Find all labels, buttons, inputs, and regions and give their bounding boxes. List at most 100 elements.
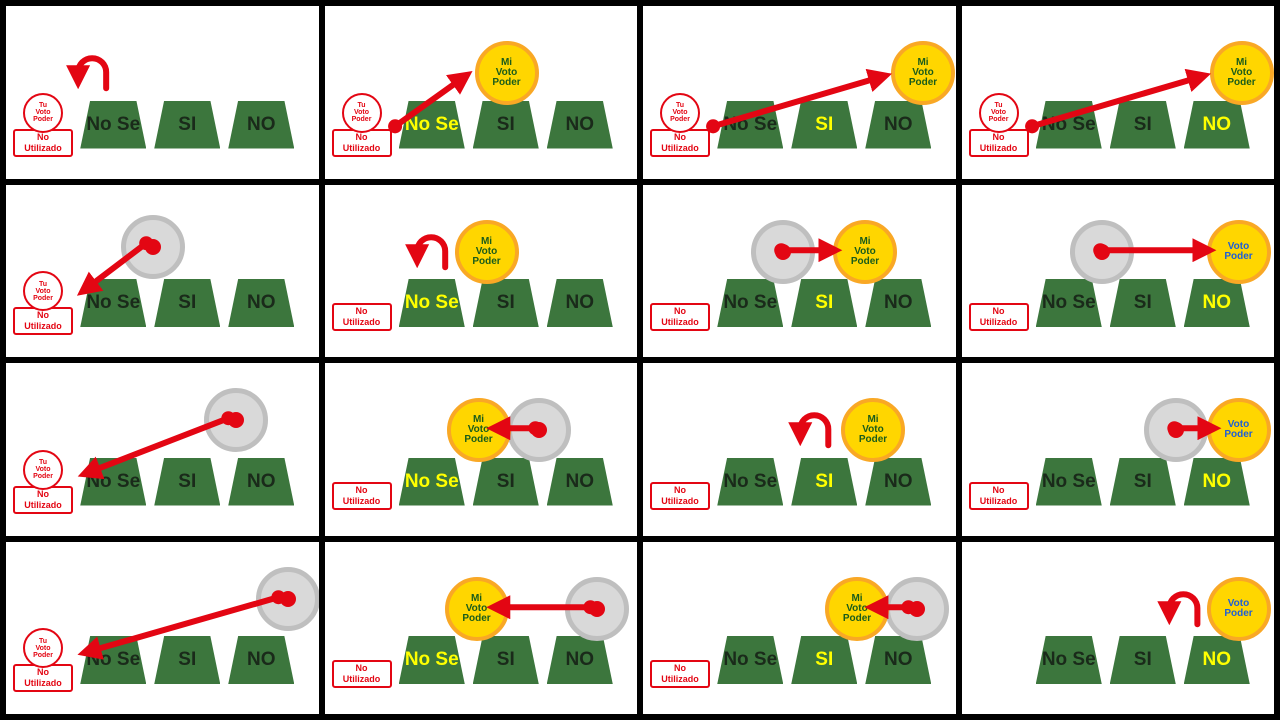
token-circle: TuVotoPoder xyxy=(23,628,63,668)
token-circle: TuVotoPoder xyxy=(23,271,63,311)
pin-label: NO xyxy=(566,471,595,493)
vote-pin: No Se xyxy=(399,101,465,149)
vote-pin: NO xyxy=(228,458,294,506)
token-base-label: NoUtilizado xyxy=(13,129,73,157)
pin-label: SI xyxy=(815,471,833,493)
diagram-cell: No SeSINOVotoPoderNoUtilizado xyxy=(962,185,1275,358)
pin-label: No Se xyxy=(86,292,140,314)
vote-pin: SI xyxy=(1110,458,1176,506)
my-vote-power-ball: MiVotoPoder xyxy=(445,577,509,641)
my-vote-power-ball: MiVotoPoder xyxy=(475,41,539,105)
pin-label: NO xyxy=(247,471,276,493)
diagram-cell: No SeSINOTuVotoPoderNoUtilizado xyxy=(6,542,319,715)
vote-pin: SI xyxy=(154,101,220,149)
diagram-cell: No SeSINOVotoPoderNoUtilizado xyxy=(962,363,1275,536)
vote-pin: No Se xyxy=(399,636,465,684)
unused-base-only: NoUtilizado xyxy=(647,450,713,528)
pin-label: NO xyxy=(884,649,913,671)
gray-ball xyxy=(507,398,571,462)
token-circle: TuVotoPoder xyxy=(979,93,1019,133)
my-vote-power-ball: VotoPoder xyxy=(1207,577,1271,641)
unused-base-only: NoUtilizado xyxy=(329,628,395,706)
pin-label: No Se xyxy=(723,292,777,314)
pin-label: SI xyxy=(497,292,515,314)
token-base-label: NoUtilizado xyxy=(650,660,710,688)
unused-base-only: NoUtilizado xyxy=(966,450,1032,528)
unused-vote-token: TuVotoPoderNoUtilizado xyxy=(10,450,76,528)
token-base-label: NoUtilizado xyxy=(13,486,73,514)
vote-pin: No Se xyxy=(1036,458,1102,506)
vote-pin: No Se xyxy=(1036,636,1102,684)
pin-label: NO xyxy=(1203,649,1232,671)
pin-label: NO xyxy=(884,471,913,493)
unused-base-only: NoUtilizado xyxy=(647,271,713,349)
vote-pin: NO xyxy=(547,101,613,149)
token-base-label: NoUtilizado xyxy=(332,482,392,510)
vote-pin: No Se xyxy=(80,458,146,506)
pin-label: SI xyxy=(497,114,515,136)
unused-vote-token: TuVotoPoderNoUtilizado xyxy=(329,93,395,171)
unused-vote-token: TuVotoPoderNoUtilizado xyxy=(647,93,713,171)
pin-label: SI xyxy=(815,114,833,136)
vote-pin: SI xyxy=(791,279,857,327)
vote-pin: SI xyxy=(473,458,539,506)
vote-pin: NO xyxy=(547,279,613,327)
vote-pin: NO xyxy=(228,101,294,149)
vote-pin: No Se xyxy=(80,101,146,149)
unused-base-only: NoUtilizado xyxy=(647,628,713,706)
gray-ball xyxy=(256,567,319,631)
vote-pin: SI xyxy=(791,458,857,506)
pin-label: SI xyxy=(1134,114,1152,136)
vote-pin: NO xyxy=(547,458,613,506)
my-vote-power-ball: MiVotoPoder xyxy=(841,398,905,462)
vote-pin: No Se xyxy=(717,279,783,327)
token-base-label: NoUtilizado xyxy=(969,482,1029,510)
pin-label: No Se xyxy=(405,471,459,493)
pin-label: NO xyxy=(1203,292,1232,314)
pin-label: SI xyxy=(1134,471,1152,493)
pins-row: No SeSI NO xyxy=(962,636,1275,684)
vote-pin: SI xyxy=(473,279,539,327)
pin-label: SI xyxy=(178,292,196,314)
diagram-grid: No SeSINOTuVotoPoderNoUtilizadoNo SeSINO… xyxy=(0,0,1280,720)
token-base-label: NoUtilizado xyxy=(969,303,1029,331)
vote-pin: NO xyxy=(1184,279,1250,327)
pin-label: SI xyxy=(497,471,515,493)
diagram-cell: No SeSINOMiVotoPoderTuVotoPoderNoUtiliza… xyxy=(962,6,1275,179)
pin-label: SI xyxy=(815,292,833,314)
diagram-cell: No SeSINOMiVotoPoderNoUtilizado xyxy=(643,542,956,715)
pin-label: NO xyxy=(247,292,276,314)
token-base-label: NoUtilizado xyxy=(332,660,392,688)
my-vote-power-ball: MiVotoPoder xyxy=(891,41,955,105)
diagram-cell: No SeSI NO MiVotoPoder NoUtilizado xyxy=(325,542,638,715)
vote-pin: No Se xyxy=(1036,279,1102,327)
vote-pin: SI xyxy=(473,636,539,684)
vote-pin: NO xyxy=(865,636,931,684)
red-dot-icon xyxy=(1094,244,1110,260)
my-vote-power-ball: MiVotoPoder xyxy=(447,398,511,462)
pin-label: NO xyxy=(566,114,595,136)
vote-pin: NO xyxy=(1184,101,1250,149)
diagram-cell: No Se SI NO MiVotoPoder NoUtilizado xyxy=(643,363,956,536)
token-circle: TuVotoPoder xyxy=(23,93,63,133)
my-vote-power-ball: VotoPoder xyxy=(1207,398,1271,462)
my-vote-power-ball: MiVotoPoder xyxy=(1210,41,1274,105)
pin-label: NO xyxy=(247,649,276,671)
vote-pin: NO xyxy=(228,279,294,327)
pin-label: NO xyxy=(884,114,913,136)
pin-label: SI xyxy=(178,114,196,136)
unused-vote-token: TuVotoPoderNoUtilizado xyxy=(966,93,1032,171)
pin-label: No Se xyxy=(405,114,459,136)
vote-pin: NO xyxy=(1184,636,1250,684)
vote-pin: SI xyxy=(1110,636,1176,684)
diagram-cell: No SeSINOMiVotoPoderNoUtilizado xyxy=(325,185,638,358)
pin-label: No Se xyxy=(723,649,777,671)
vote-pin: SI xyxy=(154,636,220,684)
pin-label: SI xyxy=(1134,292,1152,314)
vote-pin: NO xyxy=(865,458,931,506)
pin-label: No Se xyxy=(86,649,140,671)
vote-pin: No Se xyxy=(717,458,783,506)
my-vote-power-ball: MiVotoPoder xyxy=(833,220,897,284)
gray-ball xyxy=(204,388,268,452)
pin-label: NO xyxy=(566,649,595,671)
